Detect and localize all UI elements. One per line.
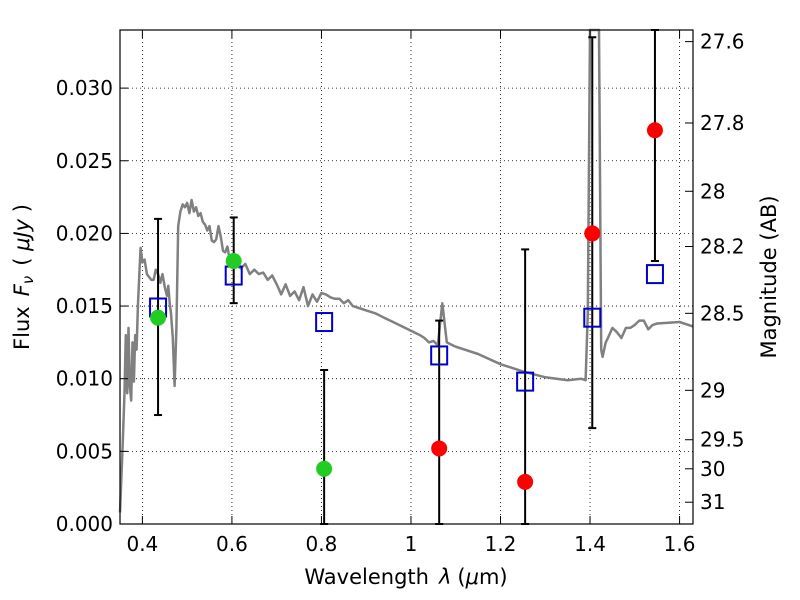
y-tick-label: 0.025	[56, 149, 113, 173]
right-tick-label: 27.8	[700, 111, 745, 135]
x-tick-label: 0.4	[126, 532, 158, 556]
model-flux-square	[583, 307, 602, 328]
y-tick-label: 0.020	[56, 221, 113, 245]
x-axis-title: Wavelength λ (μm)	[304, 565, 507, 589]
axis-ticks	[120, 30, 693, 525]
x-tick-label: 0.8	[306, 532, 338, 556]
y-tick-label: 0.000	[56, 512, 113, 536]
model-flux-square	[430, 345, 449, 366]
detection-point	[225, 253, 242, 270]
y-tick-label: 0.010	[56, 367, 113, 391]
right-tick-label: 30	[700, 457, 725, 481]
x-tick-labels: 0.4 0.6 0.8 1 1.2 1.4 1.6	[126, 532, 695, 556]
y-axis-title: FluxFν( μJy )	[10, 204, 37, 350]
right-tick-label: 28.5	[700, 301, 745, 325]
non-detection-point	[517, 473, 534, 490]
model-flux-square	[315, 312, 334, 333]
y-tick-label: 0.015	[56, 294, 113, 318]
right-tick-labels: 27.6 27.8 28 28.2 28.5 29 29.5 30 31	[700, 30, 745, 515]
data-point-markers	[150, 122, 663, 490]
right-tick-label: 29.5	[700, 428, 745, 452]
right-tick-label: 28.2	[700, 234, 745, 258]
right-tick-label: 27.6	[700, 30, 745, 54]
detection-point	[150, 309, 167, 326]
right-tick-label: 28	[700, 179, 725, 203]
right-tick-label: 29	[700, 378, 725, 402]
plot-frame	[119, 29, 694, 525]
model-flux-square	[645, 264, 664, 285]
grid-lines	[120, 30, 693, 525]
model-spectrum	[118, 28, 694, 513]
non-detection-point	[584, 225, 601, 242]
model-spectrum-line	[118, 28, 694, 513]
x-tick-label: 0.6	[216, 532, 248, 556]
error-bars	[154, 29, 659, 525]
non-detection-point	[431, 440, 448, 457]
x-tick-label: 1.6	[664, 532, 696, 556]
detection-point	[316, 460, 333, 477]
y-tick-label: 0.005	[56, 439, 113, 463]
x-tick-label: 1.4	[574, 532, 606, 556]
right-tick-label: 31	[700, 490, 725, 514]
right-axis-title: Magnitude (AB)	[757, 195, 781, 358]
y-tick-labels: 0.000 0.005 0.010 0.015 0.020 0.025 0.030	[56, 76, 113, 536]
x-tick-label: 1	[405, 532, 418, 556]
y-tick-label: 0.030	[56, 76, 113, 100]
non-detection-point	[646, 122, 663, 139]
x-tick-label: 1.2	[485, 532, 517, 556]
model-flux-square	[516, 371, 535, 392]
